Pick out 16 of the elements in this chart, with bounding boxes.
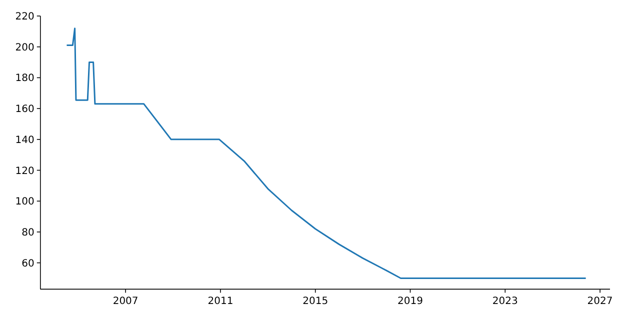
y-tick-label: 200 xyxy=(15,42,34,54)
y-tick-label: 180 xyxy=(15,73,34,84)
x-tick-label: 2011 xyxy=(208,296,234,308)
y-tick-label: 120 xyxy=(15,166,34,177)
line-series xyxy=(66,28,587,279)
y-tick-label: 220 xyxy=(15,12,34,22)
x-tick-label: 2027 xyxy=(587,296,613,308)
y-tick-label: 140 xyxy=(15,134,34,146)
y-tick-label: 100 xyxy=(15,196,34,208)
x-tick-label: 2015 xyxy=(302,296,328,308)
y-tick-label: 80 xyxy=(22,227,34,238)
y-tick-label: 160 xyxy=(15,104,34,116)
x-tick-label: 2023 xyxy=(492,296,518,308)
x-tick-label: 2007 xyxy=(112,296,138,308)
x-tick-label: 2019 xyxy=(398,296,423,308)
y-tick-label: 60 xyxy=(22,258,34,270)
